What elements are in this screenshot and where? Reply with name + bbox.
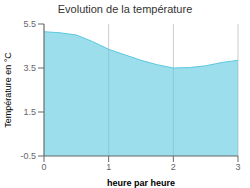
svg-text:3.5: 3.5 (23, 63, 36, 73)
svg-text:3: 3 (235, 162, 240, 172)
svg-text:1: 1 (106, 162, 111, 172)
svg-text:1.5: 1.5 (23, 107, 36, 117)
svg-text:2: 2 (171, 162, 176, 172)
svg-text:0: 0 (41, 162, 46, 172)
svg-text:Température en °C: Température en °C (8, 52, 13, 128)
html-text:Evolution de la température: Evolution de la température (57, 3, 193, 15)
svg-text:heure par heure: heure par heure (107, 178, 175, 188)
svg-text:-0.5: -0.5 (20, 151, 36, 161)
svg-text:5.5: 5.5 (23, 19, 36, 29)
